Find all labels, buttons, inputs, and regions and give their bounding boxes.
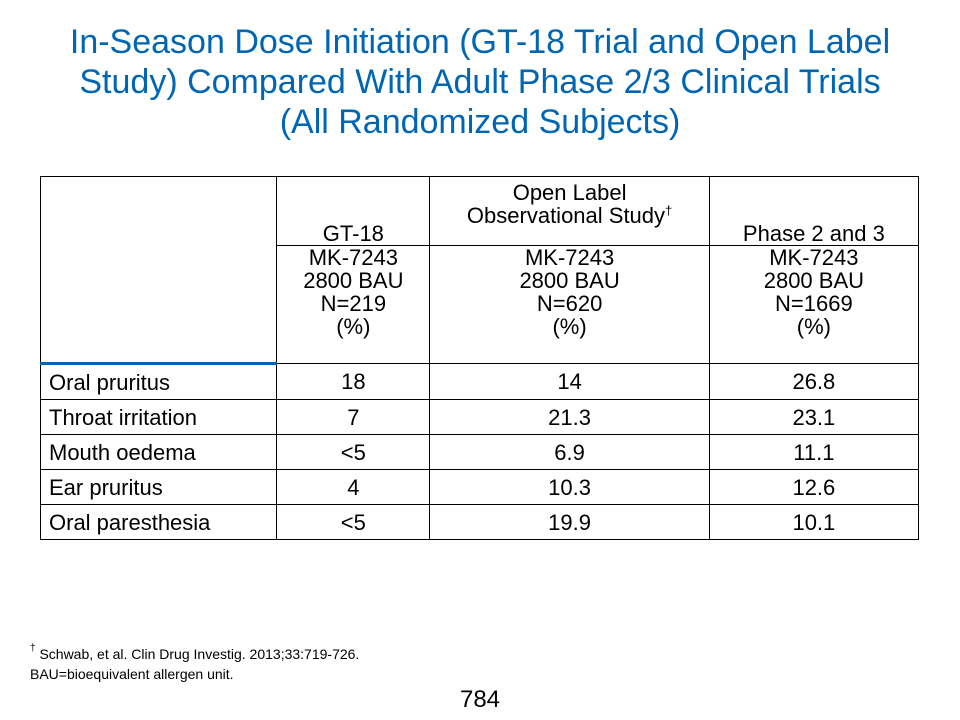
table-row: Oral paresthesia <5 19.9 10.1 [39,504,920,540]
table-cell: <5 [276,504,431,540]
title-line: In-Season Dose Initiation (GT-18 Trial a… [69,23,891,61]
table-cell: 10.3 [429,469,710,505]
footnote-reference: † Schwab, et al. Clin Drug Investig. 201… [30,644,359,664]
row-label: Throat irritation [39,399,278,435]
dagger-mark: † [665,203,673,218]
table-cell: 23.1 [708,399,920,435]
page-number: 784 [459,686,501,713]
slide-title: In-Season Dose Initiation (GT-18 Trial a… [20,22,940,142]
title-line: Study) Compared With Adult Phase 2/3 Cli… [79,63,881,101]
dose-line: MK-7243 [769,245,859,270]
column-header-text: Observational Study [466,203,666,228]
dose-cell-open-label: MK-7243 2800 BAU N=620 (%) [429,245,710,364]
column-header-line: Observational Study† [430,204,708,227]
header-row: GT-18 Open Label Observational Study† Ph… [39,176,920,365]
table-cell: 6.9 [429,434,710,470]
dose-line: 2800 BAU [303,268,404,293]
footnote-abbreviation: BAU=bioequivalent allergen unit. [30,666,234,682]
table-cell: 18 [276,363,431,400]
dose-line: N=1669 [775,291,853,316]
table-cell: 26.8 [708,363,920,400]
row-label: Oral paresthesia [39,504,278,540]
table-cell: 21.3 [429,399,710,435]
footnote: † Schwab, et al. Clin Drug Investig. 201… [30,644,359,684]
table-row: Oral pruritus 18 14 26.8 [39,363,920,400]
table-cell: 11.1 [708,434,920,470]
header-blank-cell [39,176,278,365]
table-cell: 7 [276,399,431,435]
column-header-gt18: GT-18 [276,176,431,246]
column-header-line: Open Label [512,180,627,205]
table-cell: <5 [276,434,431,470]
table-cell: 4 [276,469,431,505]
table-cell: 10.1 [708,504,920,540]
dose-line: (%) [552,314,587,339]
dose-line: (%) [796,314,831,339]
dose-line: MK-7243 [308,245,398,270]
dose-line: N=620 [536,291,603,316]
dose-cell-phase-2-3: MK-7243 2800 BAU N=1669 (%) [708,245,920,364]
dose-line: 2800 BAU [763,268,865,293]
row-label: Ear pruritus [39,469,278,505]
dose-line: (%) [336,314,371,339]
dose-cell-gt18: MK-7243 2800 BAU N=219 (%) [276,245,431,364]
column-header-open-label: Open Label Observational Study† [429,176,710,246]
row-label: Oral pruritus [39,363,278,400]
dose-line: MK-7243 [524,245,615,270]
table-cell: 19.9 [429,504,710,540]
title-line: (All Randomized Subjects) [279,103,681,141]
adverse-events-table: GT-18 Open Label Observational Study† Ph… [39,176,920,540]
table-row: Ear pruritus 4 10.3 12.6 [39,469,920,505]
row-label: Mouth oedema [39,434,278,470]
table-row: Mouth oedema <5 6.9 11.1 [39,434,920,470]
dose-line: 2800 BAU [519,268,620,293]
column-header-phase-2-3: Phase 2 and 3 [708,176,920,246]
footnote-citation: Schwab, et al. Clin Drug Investig. 2013;… [35,646,360,662]
dose-line: N=219 [320,291,387,316]
table-cell: 12.6 [708,469,920,505]
table-cell: 14 [429,363,710,400]
dagger-mark: † [30,643,36,654]
table-row: Throat irritation 7 21.3 23.1 [39,399,920,435]
